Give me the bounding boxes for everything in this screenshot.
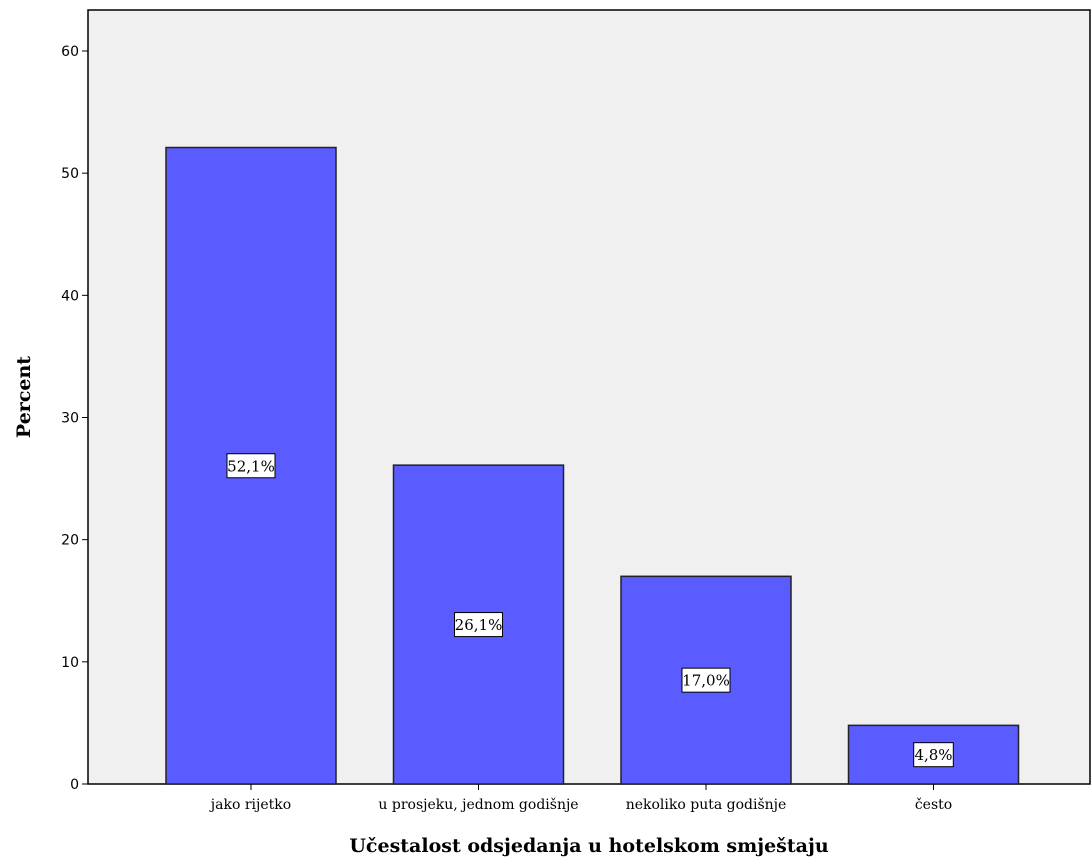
y-tick-label: 40 [61, 288, 79, 304]
y-tick-label: 60 [61, 44, 79, 60]
x-tick-label: često [915, 797, 952, 813]
y-tick-label: 50 [61, 166, 79, 182]
y-axis-title: Percent [13, 356, 35, 438]
data-label: 52,1% [227, 457, 275, 475]
x-axis: jako rijetko u prosjeku, jednom godišnje n… [209, 784, 952, 813]
x-tick-label: u prosjeku, jednom godišnje [378, 796, 578, 813]
y-tick-label: 0 [70, 777, 79, 793]
x-tick-label: nekoliko puta godišnje [626, 796, 787, 813]
x-axis-title: Učestalost odsjedanja u hotelskom smješt… [349, 835, 828, 857]
y-tick-label: 30 [61, 411, 79, 427]
y-axis: 0 10 20 30 40 50 60 [61, 44, 88, 793]
x-tick-label: jako rijetko [209, 797, 291, 813]
y-tick-label: 10 [61, 655, 79, 671]
y-tick-label: 20 [61, 533, 79, 549]
data-label: 4,8% [914, 746, 952, 764]
data-label: 17,0% [682, 672, 730, 690]
data-label: 26,1% [455, 616, 503, 634]
